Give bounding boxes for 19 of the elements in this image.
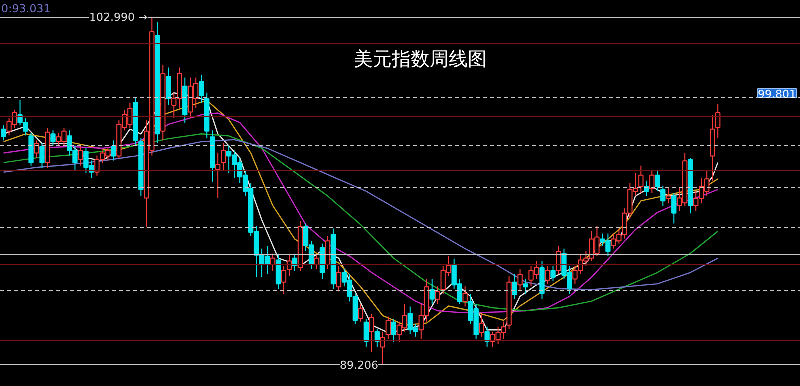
candlestick [710,115,716,182]
text: 美元指数周线图 [354,48,487,70]
candlestick [672,193,677,224]
annotation: 102.990 → [90,11,148,24]
candlestick [160,64,166,142]
annotation: 89.206 [340,358,379,372]
candlestick [484,326,490,348]
candlestick [715,103,721,139]
candlestick [45,128,50,169]
candlestick [215,152,221,199]
ref-line-label: 99.801 [758,88,797,101]
candlestick [210,130,216,182]
text: 0:93.031 [2,2,51,16]
candlestick [166,67,172,106]
candlestick [281,266,287,295]
candlestick [155,22,160,144]
candlestick [330,228,336,290]
candlestick [358,304,364,322]
candlestick [138,138,144,197]
